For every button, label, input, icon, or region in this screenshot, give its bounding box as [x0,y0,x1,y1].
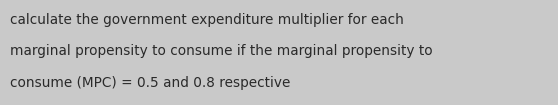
Text: calculate the government expenditure multiplier for each: calculate the government expenditure mul… [10,13,404,27]
Text: marginal propensity to consume if the marginal propensity to: marginal propensity to consume if the ma… [10,44,432,58]
Text: consume (MPC) = 0.5 and 0.8 respective: consume (MPC) = 0.5 and 0.8 respective [10,76,290,90]
